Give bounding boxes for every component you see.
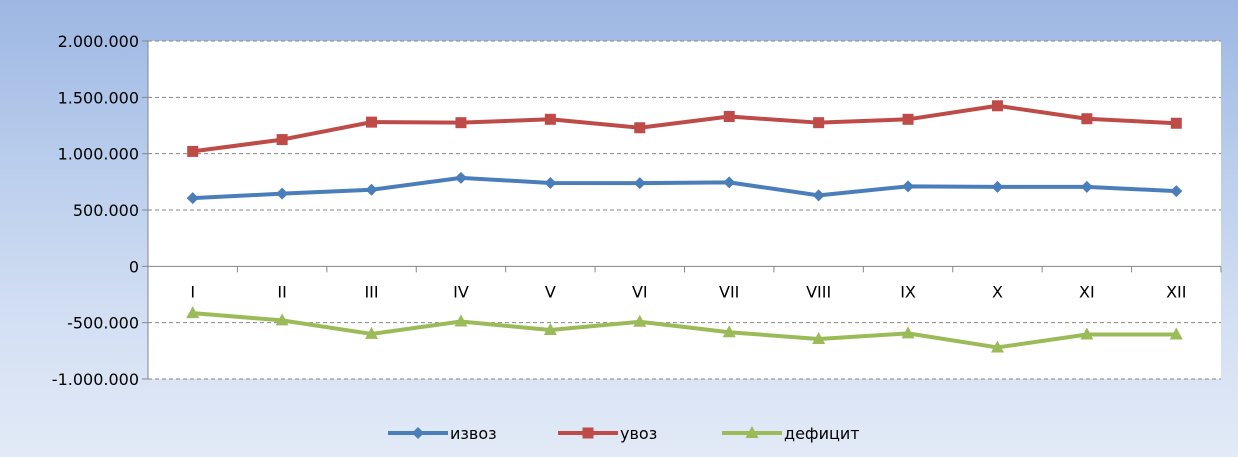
data-point: [902, 113, 914, 125]
x-tick-label: IV: [453, 282, 469, 301]
legend-entry: извоз: [388, 424, 497, 443]
data-point: [723, 110, 735, 122]
series-line-3: [190, 311, 1179, 350]
legend-marker: [745, 426, 759, 438]
y-tick-label: 1.500.000: [58, 88, 139, 107]
legend-label: увоз: [620, 424, 657, 443]
legend-marker: [412, 427, 424, 439]
data-point: [544, 176, 557, 189]
data-point: [543, 322, 557, 335]
data-point: [990, 340, 1004, 353]
data-point: [455, 117, 467, 129]
y-tick-label: 500.000: [73, 201, 139, 220]
data-point: [722, 325, 736, 338]
data-point: [1169, 327, 1183, 340]
data-point: [276, 187, 289, 200]
y-tick-label: 0: [129, 257, 139, 276]
data-point: [454, 171, 467, 184]
data-point: [991, 180, 1004, 193]
data-point: [186, 306, 200, 319]
data-point: [454, 314, 468, 327]
legend-label: извоз: [450, 424, 497, 443]
y-tick-label: -1.000.000: [52, 370, 139, 389]
x-tick-label: VII: [719, 282, 739, 301]
data-point: [275, 313, 289, 326]
x-tick-label: VI: [632, 282, 648, 301]
data-point: [1080, 327, 1094, 340]
data-point: [544, 113, 556, 125]
data-point: [276, 134, 288, 146]
y-tick-label: 1.000.000: [58, 145, 139, 164]
data-point: [366, 116, 378, 128]
series-line-2: [190, 103, 1179, 154]
x-tick-label: II: [277, 282, 286, 301]
data-point: [365, 183, 378, 196]
x-tick-label: XII: [1166, 282, 1186, 301]
x-tick-label: III: [364, 282, 378, 301]
data-point: [901, 326, 915, 339]
data-point: [365, 326, 379, 339]
legend-entry: дефицит: [722, 424, 860, 443]
data-point: [633, 177, 646, 190]
data-point: [1081, 113, 1093, 125]
data-point: [1170, 185, 1183, 198]
x-tick-label: X: [992, 282, 1003, 301]
x-tick-label: XI: [1079, 282, 1095, 301]
series-line-1: [190, 175, 1179, 201]
data-point: [902, 180, 915, 193]
data-point: [991, 100, 1003, 112]
x-tick-label: VIII: [806, 282, 831, 301]
y-tick-label: 2.000.000: [58, 32, 139, 51]
legend-marker: [582, 427, 594, 439]
data-point: [812, 332, 826, 345]
data-point: [187, 145, 199, 157]
data-point: [1080, 180, 1093, 193]
data-point: [812, 189, 825, 202]
y-tick-label: -500.000: [67, 314, 139, 333]
data-point: [633, 314, 647, 327]
data-point: [186, 192, 199, 205]
x-tick-label: IX: [900, 282, 916, 301]
data-point: [813, 117, 825, 129]
data-point: [1170, 117, 1182, 129]
data-point: [723, 176, 736, 189]
x-tick-label: V: [545, 282, 556, 301]
legend-entry: увоз: [558, 424, 657, 443]
legend-label: дефицит: [784, 424, 860, 443]
x-tick-label: I: [190, 282, 195, 301]
data-point: [634, 122, 646, 134]
